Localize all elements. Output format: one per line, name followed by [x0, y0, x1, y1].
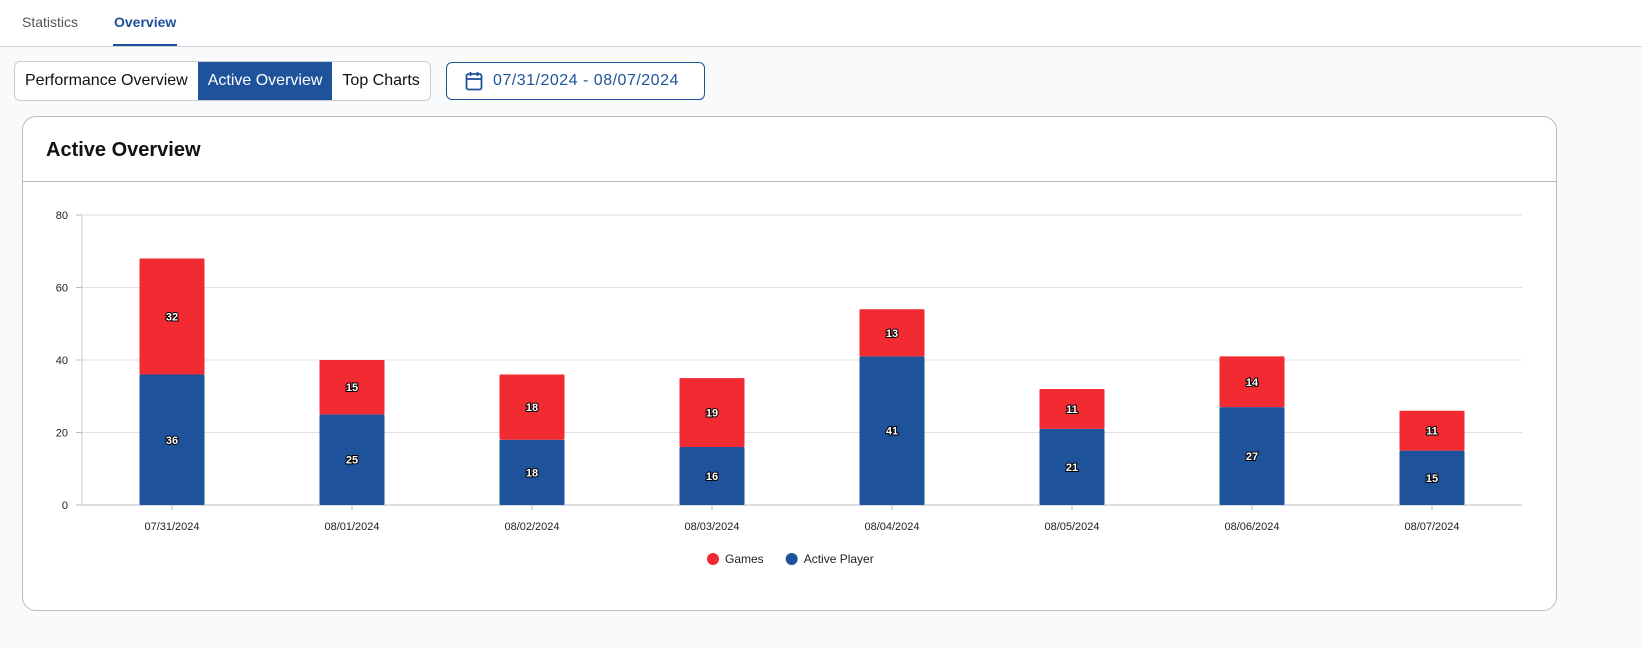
y-tick-label: 40: [56, 355, 68, 367]
bar-active-player: [499, 439, 565, 505]
date-range-picker[interactable]: 07/31/2024 - 08/07/2024: [446, 62, 705, 100]
x-tick-label: 08/01/2024: [324, 521, 379, 533]
y-tick-label: 20: [56, 428, 68, 440]
bar-games: [319, 360, 385, 415]
data-label: 25: [346, 455, 358, 467]
x-tick-label: 08/05/2024: [1044, 521, 1099, 533]
divider: [23, 181, 1556, 182]
bar-active-player: [1219, 407, 1285, 505]
y-tick-label: 0: [62, 500, 68, 512]
bar-games: [859, 309, 925, 357]
bar-active-player: [139, 374, 205, 505]
bar-games: [679, 378, 745, 447]
data-label: 19: [706, 408, 718, 420]
x-tick-label: 08/06/2024: [1224, 521, 1279, 533]
data-label: 18: [526, 402, 538, 414]
bar-active-player: [679, 447, 745, 505]
data-label: 18: [526, 467, 538, 479]
bar-active-player: [319, 414, 385, 505]
tab-overview[interactable]: Overview: [112, 14, 178, 46]
card-title: Active Overview: [46, 139, 201, 161]
y-tick-label: 60: [56, 283, 68, 295]
bar-active-player: [1399, 450, 1465, 505]
legend-label: Active Player: [804, 552, 874, 566]
segment-top-charts[interactable]: Top Charts: [342, 72, 420, 89]
x-tick-label: 08/04/2024: [864, 521, 919, 533]
data-label: 21: [1066, 462, 1078, 474]
data-label: 11: [1066, 404, 1078, 416]
bar-games: [1039, 389, 1105, 429]
tab-statistics[interactable]: Statistics: [22, 14, 79, 30]
legend-label: Games: [725, 552, 764, 566]
bar-active-player: [1039, 428, 1105, 505]
x-tick-label: 08/02/2024: [504, 521, 559, 533]
x-tick-label: 07/31/2024: [144, 521, 199, 533]
data-label: 36: [166, 435, 178, 447]
data-label: 32: [166, 312, 178, 324]
legend-marker: [785, 553, 798, 565]
bar-games: [139, 258, 205, 375]
legend-marker: [707, 553, 719, 565]
data-label: 11: [1426, 426, 1438, 438]
bar-games: [1399, 410, 1465, 451]
segment-active-overview[interactable]: Active Overview: [197, 62, 333, 100]
data-label: 13: [886, 328, 898, 340]
data-label: 16: [706, 471, 718, 483]
segment-performance-overview[interactable]: Performance Overview: [25, 72, 188, 89]
calendar-icon: [465, 72, 483, 91]
x-tick-label: 08/07/2024: [1404, 521, 1459, 533]
date-range-text: 07/31/2024 - 08/07/2024: [493, 72, 679, 89]
active-overview-card: Active Overview: [22, 116, 1557, 611]
top-tabs: Statistics Overview: [0, 0, 1642, 47]
data-label: 27: [1246, 451, 1258, 463]
bar-games: [1219, 356, 1285, 408]
view-segmented-control: Performance Overview Active Overview Top…: [14, 61, 431, 101]
data-label: 15: [346, 382, 358, 394]
data-label: 41: [886, 426, 898, 438]
x-tick-label: 08/03/2024: [684, 521, 739, 533]
bar-active-player: [859, 356, 925, 505]
data-label: 15: [1426, 473, 1438, 485]
bar-games: [499, 374, 565, 440]
y-tick-label: 80: [56, 210, 68, 222]
data-label: 14: [1246, 377, 1259, 389]
